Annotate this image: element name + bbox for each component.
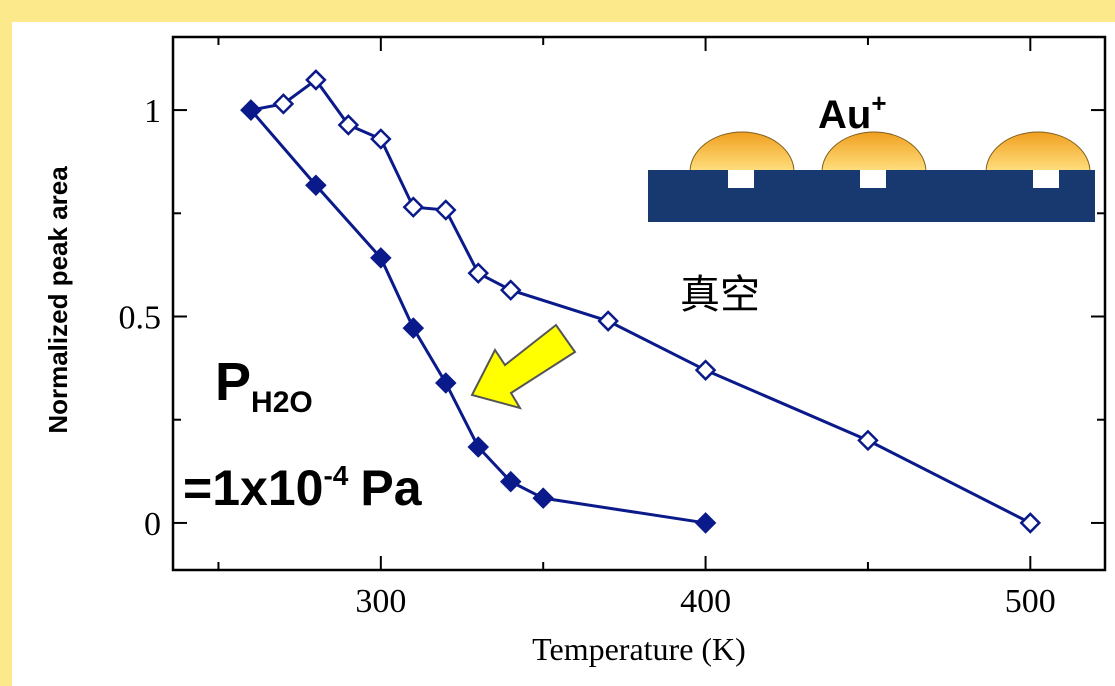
pressure-sub: H2O (251, 386, 313, 419)
y-tick-label: 0 (144, 506, 161, 543)
pressure-p: P (215, 352, 251, 412)
pressure-value: =1x10-4 Pa (183, 460, 423, 516)
defect (728, 170, 754, 188)
pressure-unit: Pa (360, 460, 422, 516)
pressure-mantissa: =1x10 (183, 460, 323, 516)
vacuum-label: 真空 (680, 272, 760, 318)
x-tick-label: 300 (355, 583, 406, 620)
y-tick-label: 1 (144, 93, 161, 130)
page: Au+ 真空 PH2O =1x10-4 Pa Temperature (K) No… (0, 0, 1115, 686)
x-tick-label: 500 (1005, 583, 1056, 620)
defect (860, 170, 886, 188)
defect (1033, 170, 1059, 188)
y-axis-label: Normalized peak area (43, 166, 73, 434)
chart: Au+ 真空 PH2O =1x10-4 Pa Temperature (K) No… (0, 0, 1115, 686)
ion-charge: + (871, 88, 886, 118)
ion-text: Au (818, 93, 871, 137)
x-tick-label: 400 (680, 583, 731, 620)
x-axis-label: Temperature (K) (532, 631, 746, 667)
y-tick-label: 0.5 (119, 300, 162, 337)
pressure-exponent: -4 (323, 460, 348, 491)
inset-diagram (648, 132, 1095, 222)
